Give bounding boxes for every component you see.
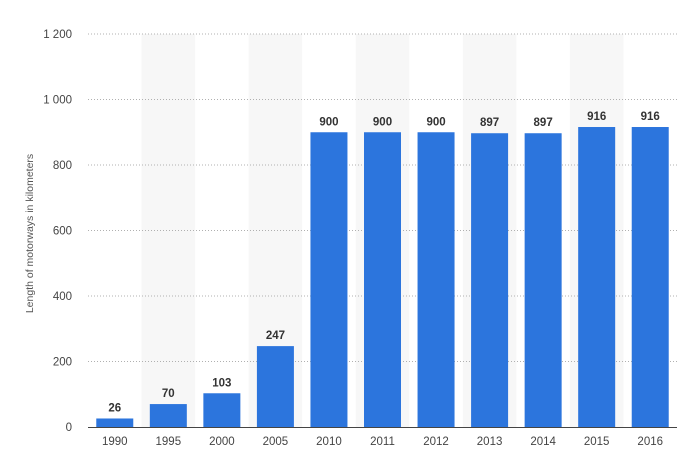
data-label: 900 — [426, 116, 445, 128]
x-tick-label: 2000 — [209, 436, 235, 448]
bar — [471, 133, 509, 428]
y-tick-label: 800 — [53, 160, 72, 172]
x-tick-label: 2005 — [263, 436, 289, 448]
data-label: 247 — [266, 330, 285, 342]
data-label: 897 — [534, 117, 553, 129]
bar — [256, 346, 294, 427]
x-tick-label: 1990 — [102, 436, 128, 448]
y-tick-label: 1 200 — [43, 29, 72, 41]
data-label: 26 — [108, 402, 121, 414]
data-label: 900 — [319, 116, 338, 128]
x-tick-label: 2016 — [637, 436, 663, 448]
x-tick-label: 2013 — [477, 436, 503, 448]
y-axis-tick-labels: 0 200 400 600 800 1 000 1 200 — [43, 29, 72, 434]
x-tick-label: 2012 — [423, 436, 449, 448]
bar — [364, 132, 401, 427]
x-tick-label: 2010 — [316, 436, 342, 448]
x-tick-label: 2011 — [370, 436, 395, 448]
x-axis-tick-labels: 1990 1995 2000 2005 2010 2011 2012 2013 2014 2015… — [102, 436, 663, 448]
y-tick-label: 1 000 — [43, 95, 72, 107]
bar — [417, 132, 455, 427]
column-band — [141, 34, 196, 427]
data-label: 900 — [373, 116, 392, 128]
y-tick-label: 400 — [53, 291, 72, 303]
data-label: 103 — [212, 377, 231, 389]
bar — [631, 127, 669, 427]
x-tick-label: 2015 — [584, 436, 610, 448]
y-tick-label: 200 — [53, 357, 72, 369]
y-tick-label: 0 — [66, 422, 72, 434]
y-axis-title: Length of motorways in kilometers — [24, 154, 36, 313]
bar — [96, 418, 134, 427]
x-tick-label: 1995 — [156, 436, 182, 448]
y-tick-label: 600 — [53, 226, 72, 238]
bar — [578, 127, 616, 427]
data-label: 916 — [641, 111, 660, 123]
data-labels: 26 70 103 247 900 900 900 897 897 916 916 — [108, 111, 659, 414]
data-label: 70 — [162, 388, 175, 400]
data-label: 916 — [587, 111, 606, 123]
bars — [96, 127, 669, 428]
x-tick-label: 2014 — [530, 436, 556, 448]
bar — [203, 393, 241, 427]
bar — [310, 132, 348, 427]
bar — [524, 133, 562, 428]
bar — [149, 404, 187, 427]
data-label: 897 — [480, 117, 499, 129]
